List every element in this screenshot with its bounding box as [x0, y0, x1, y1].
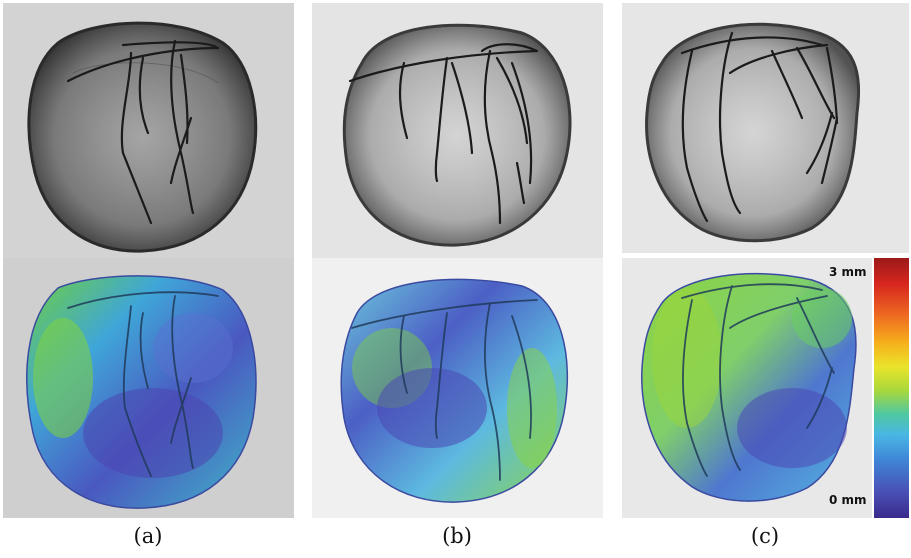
caption-c: (c)	[750, 524, 780, 548]
caption-a: (a)	[133, 524, 163, 548]
colorbar-gradient	[874, 258, 909, 518]
xray-panel-c	[622, 3, 909, 253]
xray-panel-b	[312, 3, 603, 258]
caption-b: (b)	[442, 524, 472, 548]
colorbar	[874, 258, 909, 518]
colorbar-min-label: 0 mm	[829, 493, 867, 507]
heatmap-panel-a	[3, 258, 294, 518]
colorbar-max-label: 3 mm	[829, 265, 867, 279]
xray-panel-a	[3, 3, 294, 258]
heatmap-panel-c	[622, 258, 872, 518]
heatmap-panel-b	[312, 258, 603, 518]
